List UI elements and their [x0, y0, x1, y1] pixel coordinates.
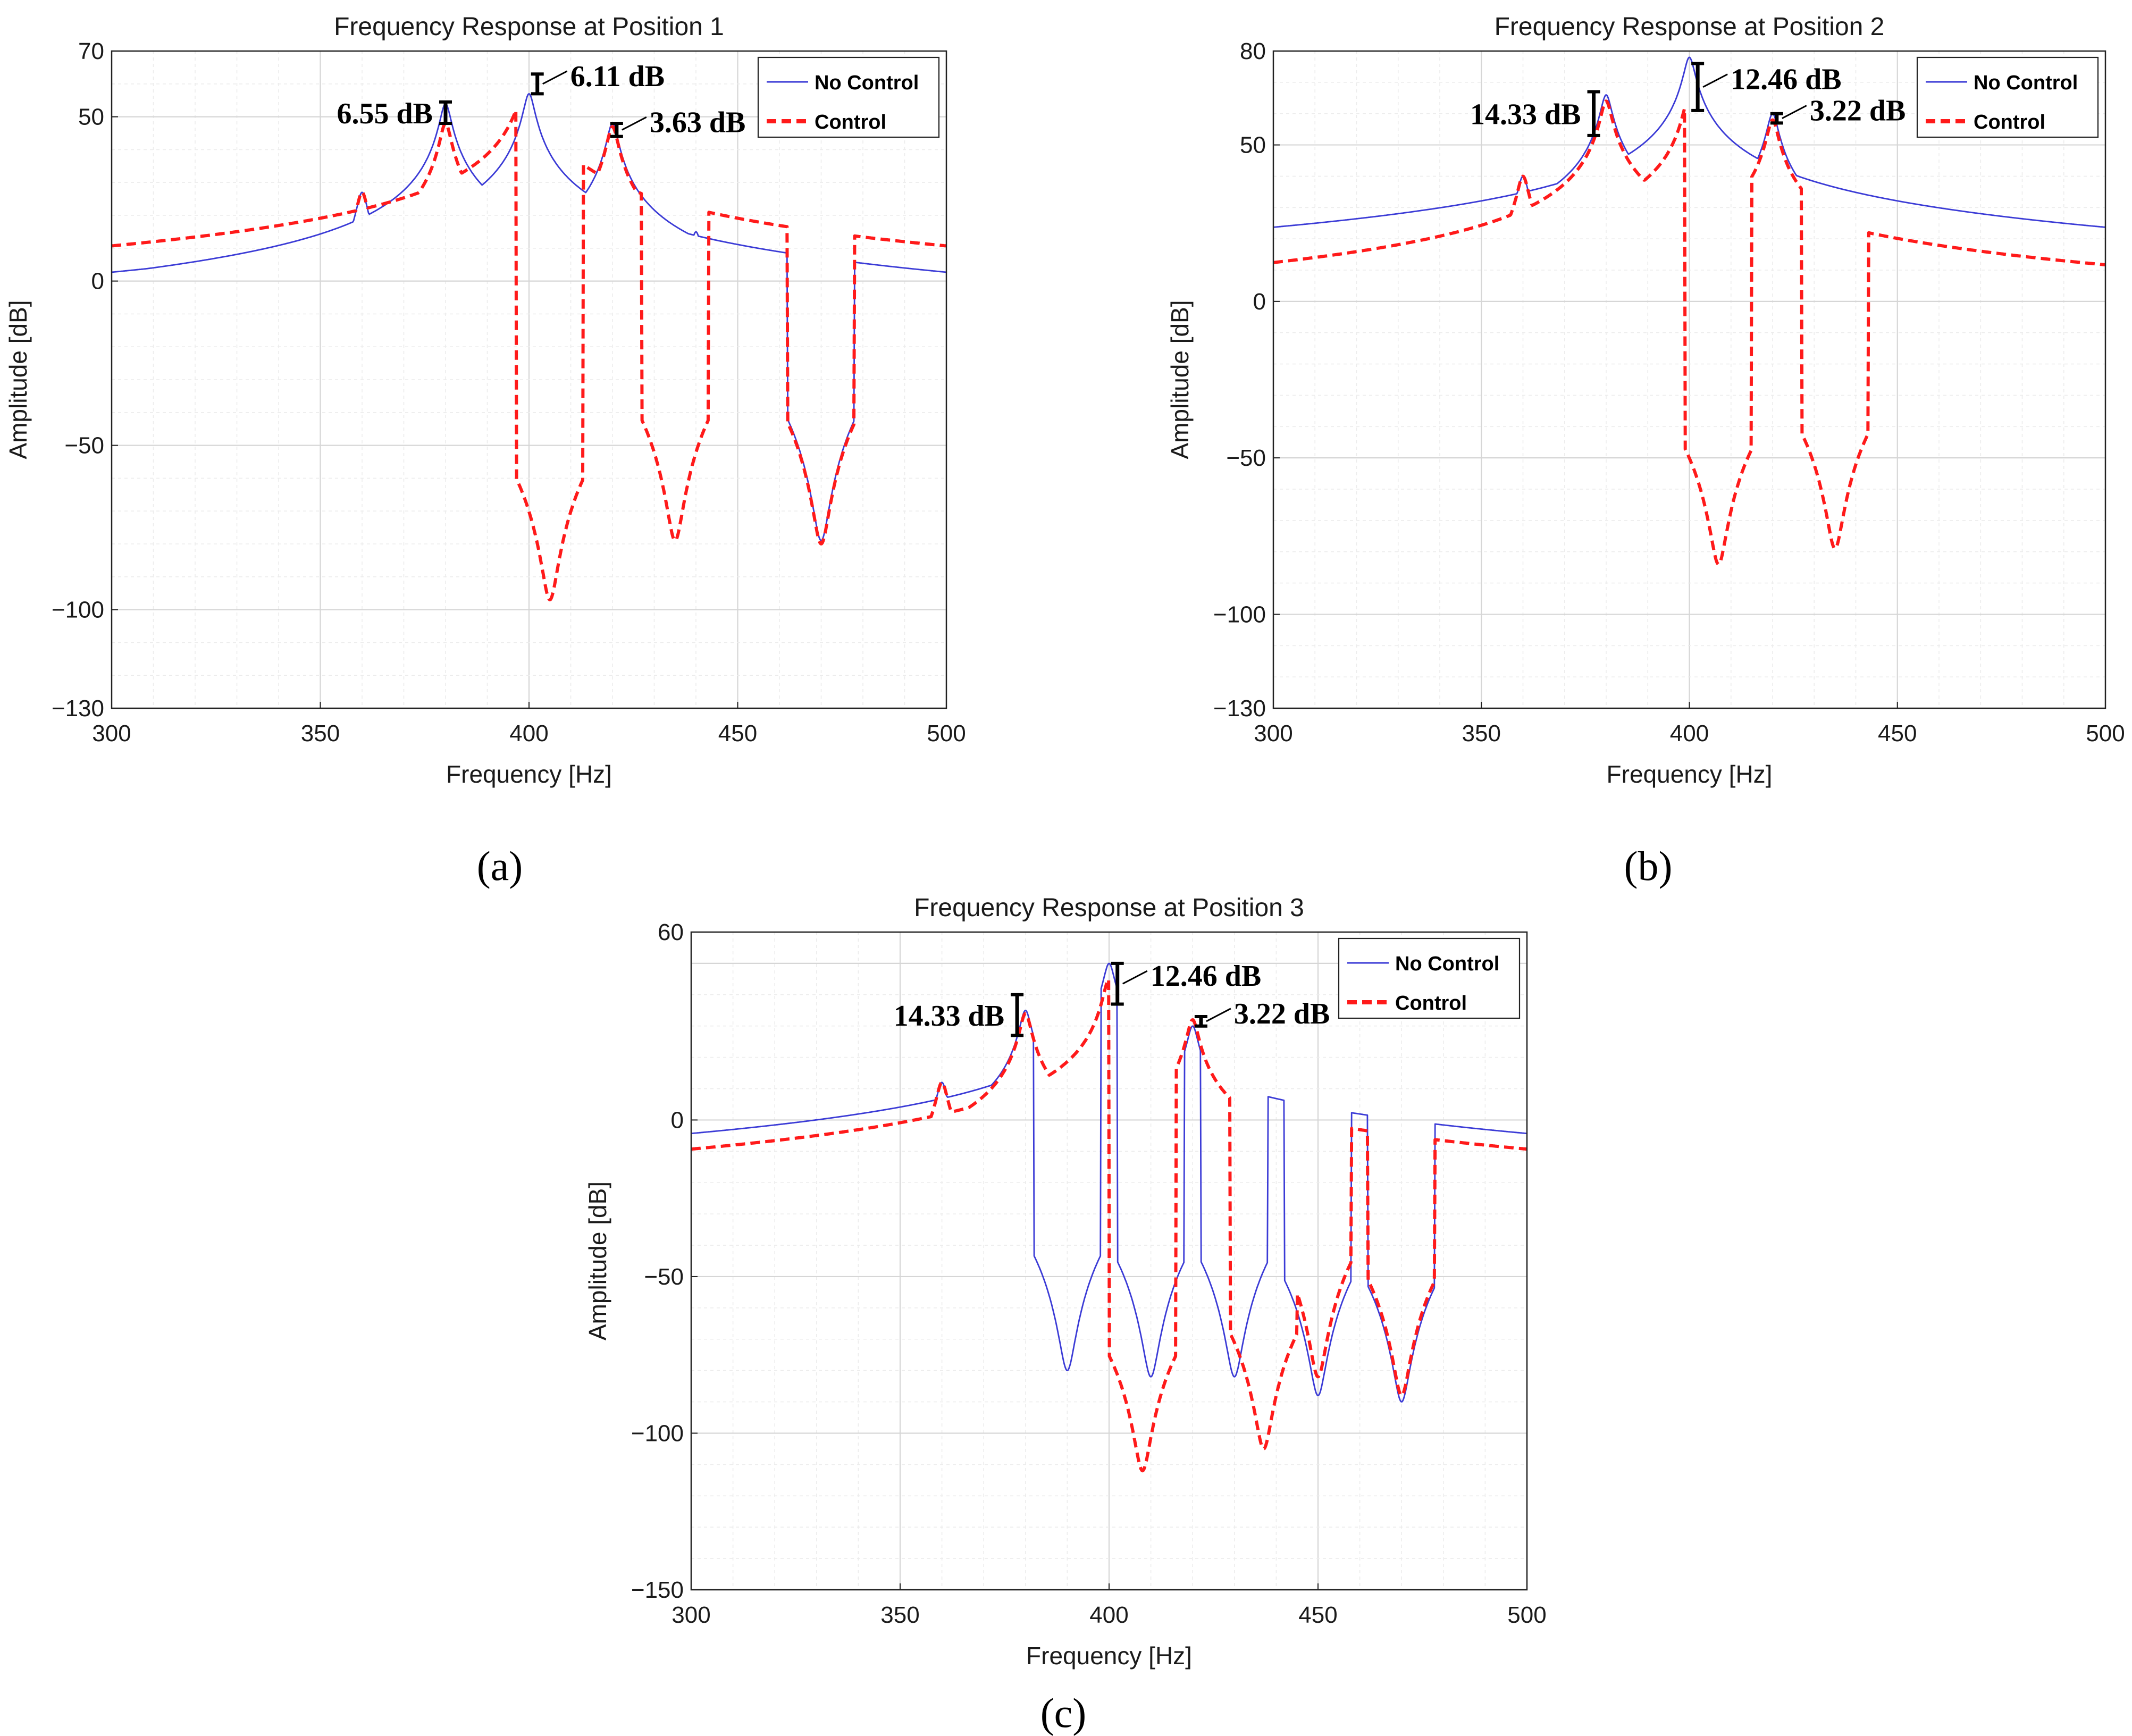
x-tick-label: 400	[509, 720, 548, 747]
annotation-text: 12.46 dB	[1731, 63, 1842, 96]
y-tick-label: −130	[52, 695, 104, 722]
series-no-control-line	[111, 93, 946, 541]
x-tick-label: 300	[92, 720, 131, 747]
reduction-annotation: 6.11 dB	[531, 60, 665, 96]
x-tick-label: 300	[1254, 720, 1292, 747]
legend-box	[757, 56, 940, 138]
reduction-annotation: 12.46 dB	[1691, 62, 1842, 112]
x-tick-label: 350	[1462, 720, 1501, 747]
y-tick-label: −50	[1226, 445, 1266, 471]
y-tick-label: −50	[644, 1264, 684, 1290]
y-axis-label: Amplitude [dB]	[4, 300, 32, 459]
grid	[111, 51, 947, 709]
panel-caption: (c)	[1040, 1690, 1087, 1736]
reduction-annotation: 14.33 dB	[894, 993, 1024, 1037]
legend-label: No Control	[1974, 72, 2078, 94]
y-tick-label: 60	[658, 919, 684, 945]
x-tick-label: 450	[1878, 720, 1917, 747]
chart-panel-3: 300 350 400 450 500 −150 −100 −50 0 60 Frequency R…	[584, 894, 1547, 1736]
grid	[1272, 51, 2106, 709]
reduction-annotation: 14.33 dB	[1470, 90, 1600, 137]
x-tick-label: 500	[2086, 720, 2125, 747]
y-tick-label: 0	[91, 269, 104, 295]
x-tick-label: 450	[1298, 1602, 1337, 1628]
legend-box	[1916, 56, 2099, 138]
legend-box	[1338, 937, 1521, 1019]
series-control-line	[1272, 99, 2106, 566]
annotation-leader	[1782, 105, 1807, 119]
x-tick-label: 400	[1670, 720, 1709, 747]
y-tick-label: 50	[1240, 132, 1266, 158]
reduction-annotation: 3.22 dB	[1194, 997, 1330, 1030]
x-axis-label: Frequency [Hz]	[1026, 1642, 1192, 1670]
annotation-text: 14.33 dB	[1470, 98, 1581, 131]
legend-label: Control	[1395, 992, 1467, 1014]
annotation-text: 3.22 dB	[1234, 997, 1330, 1030]
chart-panel-2: 300 350 400 450 500 −130 −100 −50 0 50 80 Frequency…	[1166, 13, 2125, 889]
chart-title: Frequency Response at Position 2	[1495, 13, 1885, 41]
x-axis-label: Frequency [Hz]	[446, 760, 612, 788]
legend-label: No Control	[815, 72, 919, 94]
annotation-leader	[622, 116, 647, 131]
reduction-annotation: 6.55 dB	[337, 97, 452, 130]
y-tick-label: −100	[52, 597, 104, 623]
annotation-text: 6.55 dB	[337, 97, 433, 130]
x-tick-label: 400	[1089, 1602, 1128, 1628]
annotation-text: 6.11 dB	[570, 60, 665, 93]
annotation-leader	[1702, 73, 1728, 88]
x-axis-label: Frequency [Hz]	[1607, 760, 1773, 788]
panel-caption: (a)	[477, 843, 523, 889]
legend-label: Control	[1974, 111, 2045, 133]
y-tick-label: −100	[1213, 601, 1266, 627]
chart-title: Frequency Response at Position 3	[914, 894, 1304, 922]
y-tick-label: −50	[64, 433, 104, 459]
y-tick-label: 70	[78, 38, 104, 64]
series-no-control-line	[1273, 56, 2105, 228]
annotation-text: 14.33 dB	[894, 1000, 1005, 1033]
x-tick-label: 450	[718, 720, 757, 747]
y-tick-label: 80	[1240, 38, 1266, 64]
y-axis-label: Amplitude [dB]	[584, 1181, 611, 1340]
y-axis-label: Amplitude [dB]	[1166, 300, 1194, 459]
annotation-text: 12.46 dB	[1151, 960, 1262, 993]
annotation-leader	[1122, 970, 1148, 985]
legend: No Control Control	[1916, 56, 2099, 138]
chart-title: Frequency Response at Position 1	[334, 13, 724, 41]
x-tick-label: 350	[301, 720, 340, 747]
y-tick-label: 50	[78, 104, 104, 130]
annotation-text: 3.63 dB	[650, 106, 746, 139]
x-tick-label: 350	[880, 1602, 919, 1628]
legend-label: No Control	[1395, 953, 1499, 975]
annotation-text: 3.22 dB	[1810, 95, 1906, 128]
reduction-annotation: 3.63 dB	[610, 106, 746, 139]
x-tick-label: 300	[672, 1602, 710, 1628]
annotation-leader	[542, 70, 568, 85]
y-tick-label: 0	[671, 1107, 684, 1133]
reduction-annotation: 3.22 dB	[1770, 95, 1906, 128]
y-tick-label: −130	[1213, 695, 1266, 722]
y-tick-label: 0	[1253, 289, 1266, 315]
chart-panel-1: 300 350 400 450 500 −130 −100 −50 0 50 70 Frequency…	[4, 13, 966, 889]
y-tick-label: −100	[631, 1420, 684, 1446]
series-control-line	[111, 108, 947, 601]
annotation-leader	[1206, 1008, 1231, 1022]
series-control-line	[690, 977, 1528, 1473]
legend: No Control Control	[757, 56, 940, 138]
y-tick-label: −150	[631, 1577, 684, 1603]
x-tick-label: 500	[1507, 1602, 1546, 1628]
legend: No Control Control	[1338, 937, 1521, 1019]
panel-caption: (b)	[1624, 843, 1673, 889]
x-tick-label: 500	[927, 720, 966, 747]
legend-label: Control	[815, 111, 886, 133]
reduction-annotation: 12.46 dB	[1111, 960, 1262, 1006]
